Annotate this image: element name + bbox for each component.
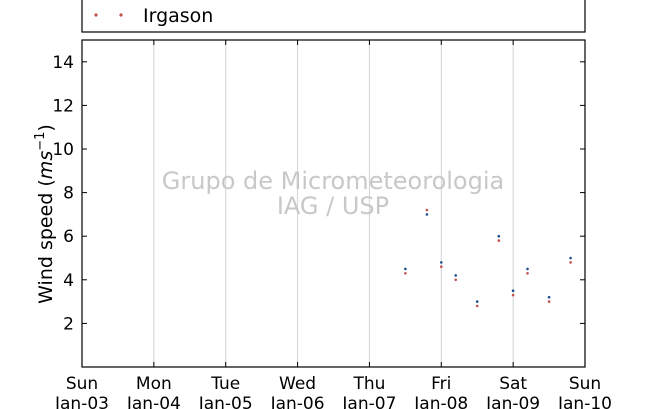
data-point-blue: [425, 213, 429, 216]
x-tick-label-date: Jan-06: [270, 394, 325, 409]
data-point-irgason: [547, 300, 551, 303]
legend-box: [81, 0, 586, 33]
grid-lines: [153, 40, 514, 367]
legend-marker: [94, 13, 123, 17]
data-point-blue: [569, 256, 572, 260]
y-tick-label: 8: [63, 184, 74, 204]
legend-dot: [94, 13, 98, 17]
data-point-irgason: [569, 261, 572, 264]
y-tick-label: 2: [63, 314, 74, 334]
watermark: Grupo de Micrometeorologia IAG / USP: [162, 167, 504, 220]
x-tick-label-day: Sun: [66, 374, 98, 394]
plot-frame: [81, 39, 586, 368]
data-point-irgason: [475, 304, 479, 308]
data-point-irgason: [425, 208, 429, 212]
x-tick-label-date: Jan-03: [54, 394, 109, 409]
data-point-irgason: [526, 272, 529, 275]
data-point-blue: [440, 261, 443, 264]
x-axis: SunJan-03MonJan-04TueJan-05WedJan-06ThuJ…: [54, 40, 612, 409]
data-point-irgason: [511, 293, 515, 297]
y-tick-label: 12: [52, 96, 74, 116]
x-tick-label-date: Jan-07: [341, 394, 396, 409]
y-tick-label: 10: [52, 140, 74, 160]
x-tick-label-day: Sat: [499, 374, 527, 394]
data-point-blue: [497, 234, 501, 238]
y-axis: 2 4 6 8 10 12 14: [52, 53, 585, 334]
data-point-irgason: [454, 278, 458, 282]
watermark-line-2: IAG / USP: [277, 192, 389, 220]
data-point-blue: [547, 295, 551, 299]
y-axis-title: Wind speed (ms−1): [33, 124, 57, 304]
data-point-blue: [404, 267, 407, 271]
y-axis-title-main: Wind speed (: [35, 179, 57, 304]
data-point-blue: [475, 300, 479, 303]
y-tick-label: 14: [52, 53, 74, 73]
x-tick-label-day: Thu: [352, 374, 385, 394]
y-tick-label: 4: [63, 271, 74, 291]
data-point-blue: [454, 274, 458, 277]
watermark-line-1: Grupo de Micrometeorologia: [162, 167, 504, 195]
y-axis-title-exp: −1: [33, 132, 48, 151]
legend-dot: [119, 13, 123, 17]
legend-label: Irgason: [143, 5, 213, 27]
x-tick-label-date: Jan-08: [413, 394, 468, 409]
x-tick-label-date: Jan-05: [198, 394, 253, 409]
y-axis-title-close: ): [35, 124, 57, 131]
data-point-irgason: [404, 272, 407, 275]
series-points: [404, 208, 572, 308]
data-point-blue: [526, 267, 529, 271]
data-point-blue: [511, 289, 515, 293]
x-tick-label-date: Jan-09: [485, 394, 540, 409]
x-tick-label-date: Jan-10: [557, 394, 612, 409]
x-tick-label-day: Wed: [279, 374, 316, 394]
x-tick-label-day: Fri: [431, 374, 451, 394]
data-point-irgason: [440, 265, 443, 269]
y-tick-label: 6: [63, 227, 74, 247]
data-point-irgason: [497, 239, 501, 242]
x-tick-label-date: Jan-04: [126, 394, 181, 409]
x-tick-label-day: Sun: [569, 374, 601, 394]
x-tick-label-day: Mon: [136, 374, 172, 394]
x-tick-label-day: Tue: [210, 374, 240, 394]
y-axis-title-unit: ms: [35, 151, 57, 180]
